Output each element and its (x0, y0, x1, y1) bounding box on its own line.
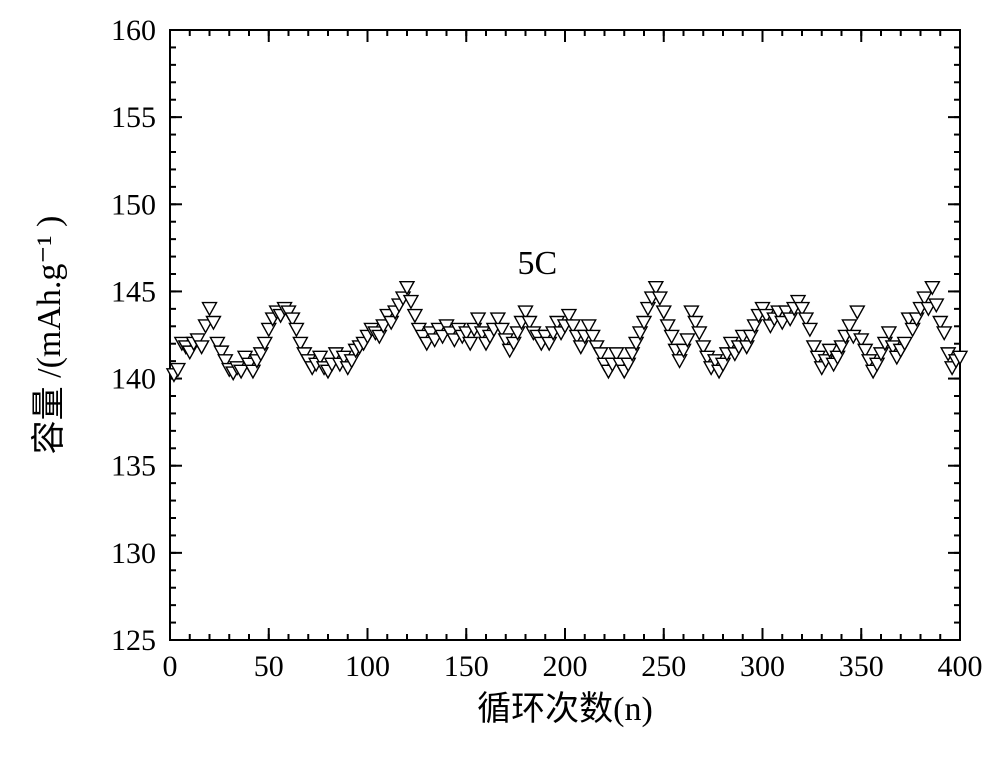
data-marker (289, 323, 303, 336)
x-tick-label: 350 (839, 650, 884, 683)
y-tick-label: 155 (111, 101, 156, 134)
data-marker (850, 306, 864, 319)
chart-container: 0 50 100 150 200 250 300 350 400 125 130 135 140 145 1… (0, 0, 1000, 766)
x-tick-label: 200 (543, 650, 588, 683)
x-axis-title: 循环次数(n) (477, 690, 653, 728)
data-marker (203, 303, 217, 316)
data-marker (404, 296, 418, 309)
data-marker (657, 306, 671, 319)
y-tick-label: 130 (111, 537, 156, 570)
x-tick-label: 100 (345, 650, 390, 683)
x-tick-label: 400 (938, 650, 983, 683)
data-marker (641, 303, 655, 316)
x-tick-label: 250 (641, 650, 686, 683)
y-tick-label: 125 (111, 624, 156, 657)
y-tick-label: 135 (111, 450, 156, 483)
data-marker (906, 323, 920, 336)
rate-annotation: 5C (518, 245, 558, 282)
x-tick-label: 300 (740, 650, 785, 683)
y-tick-label: 140 (111, 363, 156, 396)
y-tick-label: 160 (111, 14, 156, 47)
data-marker (937, 327, 951, 340)
data-marker (574, 341, 588, 354)
data-marker (408, 310, 422, 323)
data-marker (463, 337, 477, 350)
y-tick-label: 145 (111, 275, 156, 308)
data-marker (246, 365, 260, 378)
data-marker (673, 355, 687, 368)
y-axis-title: 容量 /(mAh.g⁻¹ ) (30, 216, 68, 455)
data-marker (262, 323, 276, 336)
scatter-chart: 0 50 100 150 200 250 300 350 400 125 130 135 140 145 1… (0, 0, 1000, 766)
x-tick-label: 50 (254, 650, 284, 683)
data-marker (803, 323, 817, 336)
x-tick-label: 0 (163, 650, 178, 683)
y-tick-label: 150 (111, 188, 156, 221)
data-marker (665, 330, 679, 343)
x-tick-label: 150 (444, 650, 489, 683)
